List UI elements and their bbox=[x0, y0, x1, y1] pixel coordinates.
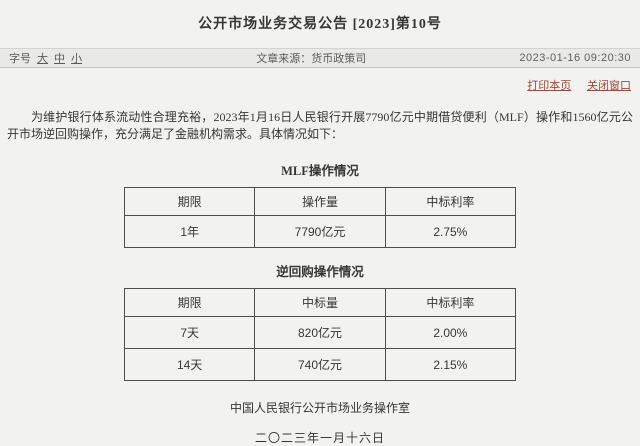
actions-row: 打印本页 关闭窗口 bbox=[0, 68, 640, 93]
font-size-medium-link[interactable]: 中 bbox=[54, 53, 65, 65]
mlf-header-term: 期限 bbox=[123, 187, 256, 216]
signature-date: 二〇二三年一月十六日 bbox=[254, 431, 385, 445]
publish-timestamp: 2023-01-16 09:20:30 bbox=[519, 52, 631, 64]
mlf-cell-term: 1年 bbox=[123, 215, 256, 248]
mlf-header-rate: 中标利率 bbox=[384, 187, 517, 216]
repo-cell-rate-14d: 2.15% bbox=[384, 348, 517, 381]
mlf-table-header-row: 期限 操作量 中标利率 bbox=[123, 187, 517, 216]
signature-line: 中国人民银行公开市场业务操作室 bbox=[229, 401, 410, 415]
font-size-group: 字号 大 中 小 bbox=[9, 50, 82, 66]
repo-table-row-7d: 7天 820亿元 2.00% bbox=[123, 316, 517, 349]
mlf-table-title: MLF操作情况 bbox=[281, 164, 359, 178]
close-window-link[interactable]: 关闭窗口 bbox=[587, 80, 631, 92]
announcement-paragraph: 为维护银行体系流动性合理充裕，2023年1月16日人民银行开展7790亿元中期借… bbox=[7, 110, 633, 141]
repo-table-title: 逆回购操作情况 bbox=[276, 265, 364, 279]
mlf-cell-volume: 7790亿元 bbox=[254, 215, 386, 248]
repo-cell-volume-14d: 740亿元 bbox=[254, 348, 386, 381]
repo-table: 期限 中标量 中标利率 7天 820亿元 2.00% 14天 740亿元 2.1… bbox=[123, 288, 517, 381]
font-size-large-link[interactable]: 大 bbox=[37, 53, 48, 65]
mlf-table: 期限 操作量 中标利率 1年 7790亿元 2.75% bbox=[123, 187, 517, 248]
repo-cell-term-14d: 14天 bbox=[123, 348, 256, 381]
toolbar: 字号 大 中 小 文章来源：货币政策司 2023-01-16 09:20:30 bbox=[0, 48, 640, 68]
repo-table-header-row: 期限 中标量 中标利率 bbox=[123, 288, 517, 317]
print-page-link[interactable]: 打印本页 bbox=[527, 80, 572, 92]
repo-header-volume: 中标量 bbox=[254, 288, 386, 317]
font-size-label: 字号 bbox=[9, 53, 31, 65]
repo-table-row-14d: 14天 740亿元 2.15% bbox=[123, 348, 517, 381]
font-size-small-link[interactable]: 小 bbox=[71, 53, 82, 65]
repo-header-rate: 中标利率 bbox=[384, 288, 517, 317]
mlf-cell-rate: 2.75% bbox=[384, 215, 517, 248]
repo-cell-volume-7d: 820亿元 bbox=[254, 316, 386, 349]
article-source-label: 文章来源：货币政策司 bbox=[256, 53, 367, 65]
repo-cell-term-7d: 7天 bbox=[123, 316, 256, 349]
repo-header-term: 期限 bbox=[123, 288, 256, 317]
page-title: 公开市场业务交易公告 [2023]第10号 bbox=[198, 17, 442, 32]
mlf-table-row: 1年 7790亿元 2.75% bbox=[123, 215, 517, 248]
repo-cell-rate-7d: 2.00% bbox=[384, 316, 517, 349]
mlf-header-volume: 操作量 bbox=[254, 187, 386, 216]
